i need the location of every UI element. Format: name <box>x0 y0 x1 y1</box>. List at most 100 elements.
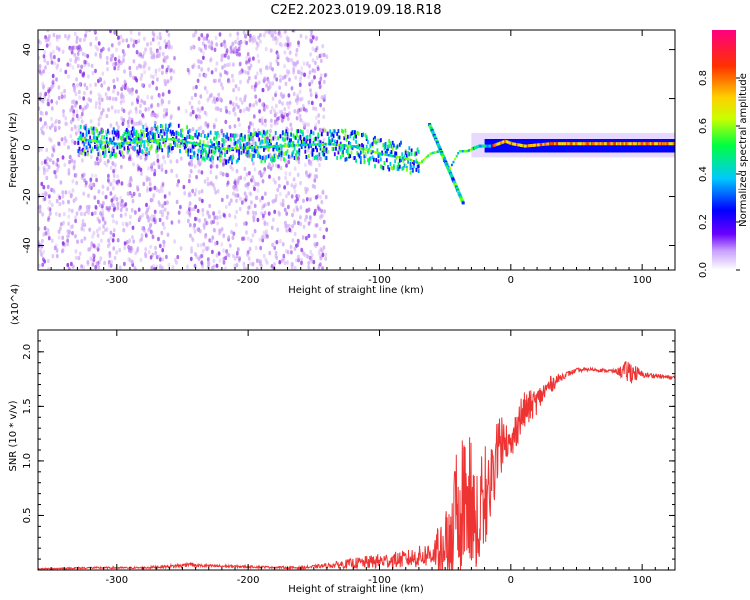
heatmap-cell <box>233 112 237 117</box>
heatmap-cell <box>73 88 76 93</box>
heatmap-cell <box>159 185 163 190</box>
heatmap-cell <box>230 229 234 235</box>
heatmap-cell <box>329 142 332 146</box>
heatmap-cell <box>125 38 129 43</box>
heatmap-cell <box>89 256 92 261</box>
heatmap-cell <box>329 139 331 144</box>
heatmap-cell <box>216 142 219 147</box>
heatmap-cell <box>62 242 65 247</box>
heatmap-cell <box>199 243 203 248</box>
heatmap-cell <box>153 172 157 177</box>
heatmap-cell <box>324 252 328 257</box>
heatmap-cell <box>94 104 98 109</box>
heatmap-cell <box>443 159 446 162</box>
heatmap-cell <box>271 155 274 160</box>
heatmap-cell <box>522 144 525 148</box>
heatmap-cell <box>128 239 131 244</box>
heatmap-cell <box>155 127 158 131</box>
heatmap-cell <box>79 69 82 74</box>
heatmap-cell <box>284 30 287 34</box>
heatmap-cell <box>319 140 322 145</box>
heatmap-cell <box>665 142 668 146</box>
heatmap-cell <box>134 267 137 270</box>
heatmap-cell <box>122 108 126 114</box>
heatmap-cell <box>271 145 274 148</box>
heatmap-cell <box>336 155 339 160</box>
heatmap-cell <box>206 144 209 148</box>
heatmap-cell <box>51 153 54 158</box>
heatmap-cell <box>203 134 206 139</box>
heatmap-cell <box>365 144 368 149</box>
heatmap-cell <box>263 167 267 172</box>
heatmap-cell <box>84 151 87 156</box>
heatmap-cell <box>39 117 43 122</box>
heatmap-cell <box>387 154 390 157</box>
heatmap-cell <box>78 82 82 87</box>
heatmap-cell <box>207 133 210 138</box>
heatmap-cell <box>132 141 135 144</box>
heatmap-cell <box>196 107 200 112</box>
heatmap-cell <box>76 63 80 69</box>
heatmap-cell <box>167 150 169 155</box>
heatmap-cell <box>229 100 233 105</box>
heatmap-cell <box>159 138 162 142</box>
heatmap-cell <box>149 41 153 46</box>
heatmap-cell <box>180 128 182 133</box>
heatmap-cell <box>189 45 193 51</box>
heatmap-cell <box>407 152 409 157</box>
heatmap-cell <box>295 100 299 106</box>
heatmap-cell <box>92 257 96 263</box>
heatmap-cell <box>137 121 141 126</box>
heatmap-cell <box>149 130 152 135</box>
heatmap-cell <box>86 54 90 59</box>
heatmap-cell <box>378 153 381 158</box>
heatmap-cell <box>484 144 487 148</box>
heatmap-cell <box>313 143 316 146</box>
heatmap-cell <box>131 133 134 138</box>
heatmap-cell <box>166 200 169 205</box>
heatmap-cell <box>290 183 294 188</box>
heatmap-cell <box>481 144 485 148</box>
heatmap-cell <box>160 138 163 141</box>
heatmap-cell <box>187 192 191 198</box>
heatmap-cell <box>290 132 292 137</box>
heatmap-cell <box>87 204 91 210</box>
heatmap-cell <box>369 156 372 161</box>
heatmap-cell <box>242 236 246 241</box>
heatmap-cell <box>219 158 221 163</box>
heatmap-cell <box>226 150 229 154</box>
heatmap-cell <box>181 134 184 139</box>
heatmap-cell <box>73 45 77 50</box>
heatmap-cell <box>308 70 312 75</box>
heatmap-cell <box>169 122 172 127</box>
heatmap-cell <box>332 133 335 138</box>
heatmap-cell <box>234 222 238 228</box>
heatmap-cell <box>89 144 91 149</box>
heatmap-cell <box>275 240 279 245</box>
heatmap-cell <box>46 228 50 233</box>
heatmap-cell <box>101 190 105 196</box>
heatmap-cell <box>566 142 569 146</box>
heatmap-cell <box>315 195 318 200</box>
heatmap-cell <box>120 94 123 100</box>
heatmap-cell <box>421 160 423 163</box>
heatmap-cell <box>177 219 181 224</box>
heatmap-cell <box>240 200 244 205</box>
heatmap-cell <box>583 142 586 146</box>
heatmap-cell <box>211 159 214 165</box>
heatmap-cell <box>206 260 210 266</box>
heatmap-cell <box>60 222 63 227</box>
heatmap-cell <box>305 172 309 177</box>
heatmap-cell <box>310 30 313 34</box>
heatmap-cell <box>116 145 119 150</box>
heatmap-cell <box>231 78 235 83</box>
heatmap-cell <box>252 132 255 137</box>
heatmap-cell <box>99 144 102 149</box>
heatmap-cell <box>220 149 223 154</box>
heatmap-cell <box>236 180 240 185</box>
heatmap-cell <box>273 75 276 80</box>
heatmap-cell <box>147 131 149 136</box>
heatmap-cell <box>206 210 210 215</box>
heatmap-cell <box>311 152 314 157</box>
heatmap-cell <box>163 207 167 212</box>
